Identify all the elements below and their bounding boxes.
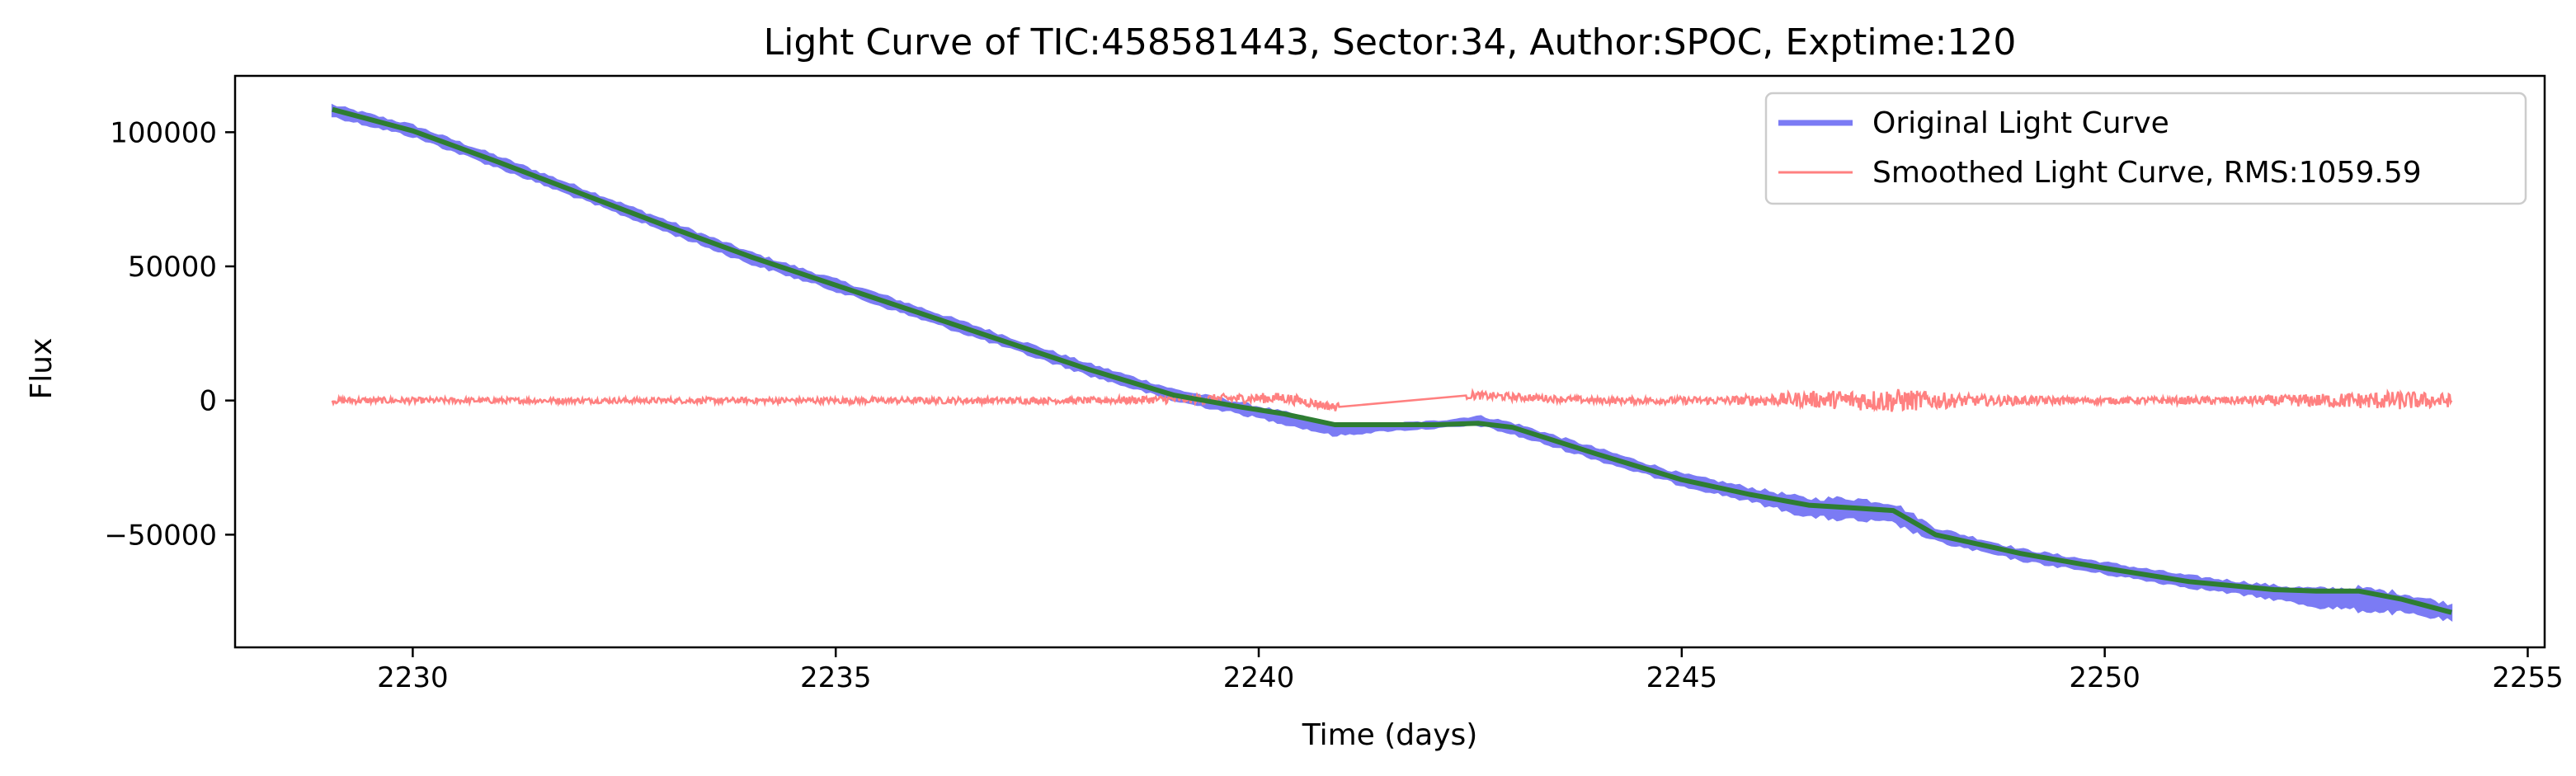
x-tick-label: 2245	[1646, 661, 1718, 694]
legend: Original Light Curve Smoothed Light Curv…	[1764, 92, 2527, 205]
x-tick-label: 2230	[377, 661, 449, 694]
axes: 2230 2235 2240 2245 2250 2255 −50000 0 50000 1000…	[104, 74, 2564, 694]
x-axis-label: Time (days)	[1302, 718, 1478, 752]
x-tick-label: 2240	[1223, 661, 1295, 694]
y-tick-label: 100000	[110, 116, 217, 149]
series-smoothed-light-curve	[331, 388, 2453, 412]
plot-frame	[233, 74, 2546, 649]
plot-area	[331, 103, 2453, 622]
series-original-light-curve	[331, 103, 2453, 622]
series-trend-line	[332, 106, 2452, 615]
legend-label-smoothed: Smoothed Light Curve, RMS:1059.59	[1872, 156, 2422, 190]
x-tick-label: 2255	[2492, 661, 2564, 694]
legend-box	[1764, 92, 2527, 205]
y-tick-label: −50000	[104, 519, 217, 552]
y-tick-label: 0	[199, 385, 217, 418]
y-tick-label: 50000	[128, 251, 217, 284]
legend-label-original: Original Light Curve	[1872, 106, 2169, 140]
y-axis-label: Flux	[25, 338, 59, 400]
x-tick-label: 2250	[2069, 661, 2140, 694]
x-tick-label: 2235	[800, 661, 872, 694]
chart-title: Light Curve of TIC:458581443, Sector:34,…	[764, 21, 2017, 63]
